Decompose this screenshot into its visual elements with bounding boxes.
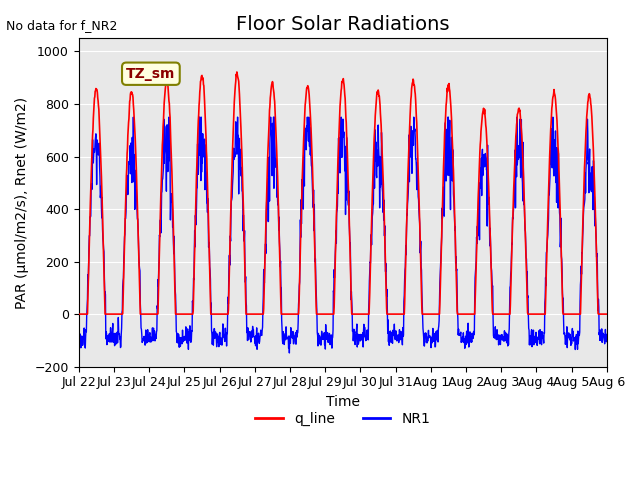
- Y-axis label: PAR (μmol/m2/s), Rnet (W/m2): PAR (μmol/m2/s), Rnet (W/m2): [15, 96, 29, 309]
- Legend: q_line, NR1: q_line, NR1: [250, 407, 436, 432]
- Title: Floor Solar Radiations: Floor Solar Radiations: [236, 15, 449, 34]
- Text: No data for f_NR2: No data for f_NR2: [6, 19, 118, 32]
- Text: TZ_sm: TZ_sm: [126, 67, 175, 81]
- X-axis label: Time: Time: [326, 395, 360, 409]
